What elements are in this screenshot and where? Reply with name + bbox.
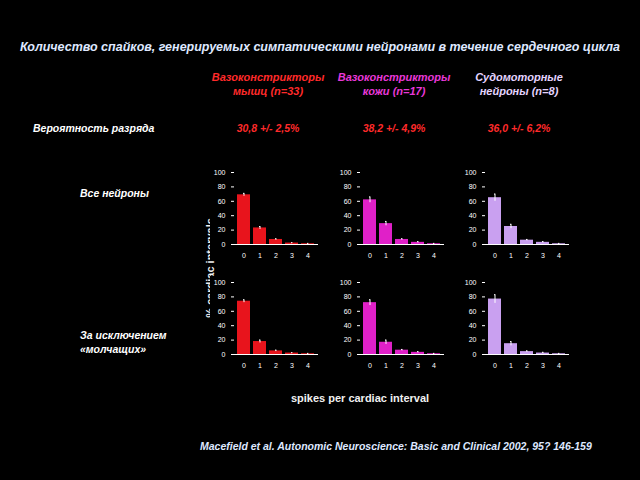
svg-text:20: 20 <box>469 336 477 343</box>
svg-text:3: 3 <box>541 362 545 369</box>
svg-text:2: 2 <box>525 252 529 259</box>
svg-text:20: 20 <box>344 336 352 343</box>
svg-text:100: 100 <box>465 169 477 176</box>
svg-text:60: 60 <box>344 198 352 205</box>
svg-text:60: 60 <box>218 308 226 315</box>
svg-text:1: 1 <box>384 362 388 369</box>
svg-text:0: 0 <box>473 351 477 358</box>
svg-text:1: 1 <box>509 362 513 369</box>
svg-text:1: 1 <box>384 252 388 259</box>
svg-text:2: 2 <box>400 252 404 259</box>
svg-text:80: 80 <box>344 293 352 300</box>
svg-text:40: 40 <box>469 322 477 329</box>
svg-text:100: 100 <box>214 279 226 286</box>
svg-text:40: 40 <box>344 322 352 329</box>
html-text:Вазоконстрикторы: Вазоконстрикторы <box>211 71 325 83</box>
svg-text:80: 80 <box>218 183 226 190</box>
svg-text:0: 0 <box>242 252 246 259</box>
svg-text:80: 80 <box>344 183 352 190</box>
svg-text:4: 4 <box>432 362 436 369</box>
html-text:кожи (n=17): кожи (n=17) <box>362 85 426 97</box>
html-text:Судомоторные: Судомоторные <box>475 71 563 83</box>
svg-text:0: 0 <box>242 362 246 369</box>
svg-text:3: 3 <box>541 252 545 259</box>
svg-text:20: 20 <box>344 226 352 233</box>
svg-text:1: 1 <box>258 252 262 259</box>
html-text:38,2 +/- 4,9%: 38,2 +/- 4,9% <box>362 122 426 134</box>
svg-text:40: 40 <box>469 212 477 219</box>
html-text:36,0 +/- 6,2%: 36,0 +/- 6,2% <box>487 122 551 134</box>
svg-text:3: 3 <box>416 362 420 369</box>
svg-text:60: 60 <box>469 308 477 315</box>
svg-text:20: 20 <box>469 226 477 233</box>
html-text:«молчащих»: «молчащих» <box>80 343 147 355</box>
svg-text:3: 3 <box>290 362 294 369</box>
svg-text:20: 20 <box>218 336 226 343</box>
svg-text:0: 0 <box>368 362 372 369</box>
html-text:нейроны (n=8): нейроны (n=8) <box>479 85 559 97</box>
svg-text:80: 80 <box>218 293 226 300</box>
svg-text:0: 0 <box>222 351 226 358</box>
svg-text:4: 4 <box>557 252 561 259</box>
svg-text:2: 2 <box>274 362 278 369</box>
html-text:Вероятность разряда: Вероятность разряда <box>33 122 155 134</box>
html-text:Все нейроны: Все нейроны <box>80 187 149 199</box>
svg-text:4: 4 <box>306 362 310 369</box>
html-text:За исключением: За исключением <box>80 329 167 341</box>
svg-text:80: 80 <box>469 183 477 190</box>
svg-text:40: 40 <box>218 322 226 329</box>
html-text:% cardiac intervals: % cardiac intervals <box>204 218 216 318</box>
svg-text:100: 100 <box>465 279 477 286</box>
svg-text:0: 0 <box>348 351 352 358</box>
svg-text:1: 1 <box>509 252 513 259</box>
svg-text:0: 0 <box>348 241 352 248</box>
svg-text:3: 3 <box>290 252 294 259</box>
svg-text:0: 0 <box>493 252 497 259</box>
svg-text:2: 2 <box>400 362 404 369</box>
svg-text:60: 60 <box>218 198 226 205</box>
svg-text:80: 80 <box>469 293 477 300</box>
html-text:мышц (n=33): мышц (n=33) <box>232 85 304 97</box>
svg-text:100: 100 <box>214 169 226 176</box>
html-text:Количество спайков, генерируем: Количество спайков, генерируемых симпати… <box>20 40 620 54</box>
svg-text:4: 4 <box>432 252 436 259</box>
svg-text:60: 60 <box>344 308 352 315</box>
svg-text:20: 20 <box>218 226 226 233</box>
svg-text:0: 0 <box>222 241 226 248</box>
svg-text:60: 60 <box>469 198 477 205</box>
svg-text:0: 0 <box>493 362 497 369</box>
svg-text:4: 4 <box>557 362 561 369</box>
svg-text:100: 100 <box>340 169 352 176</box>
svg-text:40: 40 <box>218 212 226 219</box>
svg-text:100: 100 <box>340 279 352 286</box>
html-text:30,8 +/- 2,5%: 30,8 +/- 2,5% <box>236 122 300 134</box>
html-text:Macefield et al. Autonomic Neu: Macefield et al. Autonomic Neuroscience:… <box>200 440 592 452</box>
svg-text:3: 3 <box>416 252 420 259</box>
svg-text:0: 0 <box>473 241 477 248</box>
html-text:Вазоконстрикторы: Вазоконстрикторы <box>337 71 451 83</box>
svg-text:2: 2 <box>525 362 529 369</box>
svg-text:0: 0 <box>368 252 372 259</box>
svg-text:2: 2 <box>274 252 278 259</box>
svg-text:1: 1 <box>258 362 262 369</box>
html-text:spikes per cardiac interval: spikes per cardiac interval <box>290 392 430 404</box>
svg-text:4: 4 <box>306 252 310 259</box>
svg-text:40: 40 <box>344 212 352 219</box>
